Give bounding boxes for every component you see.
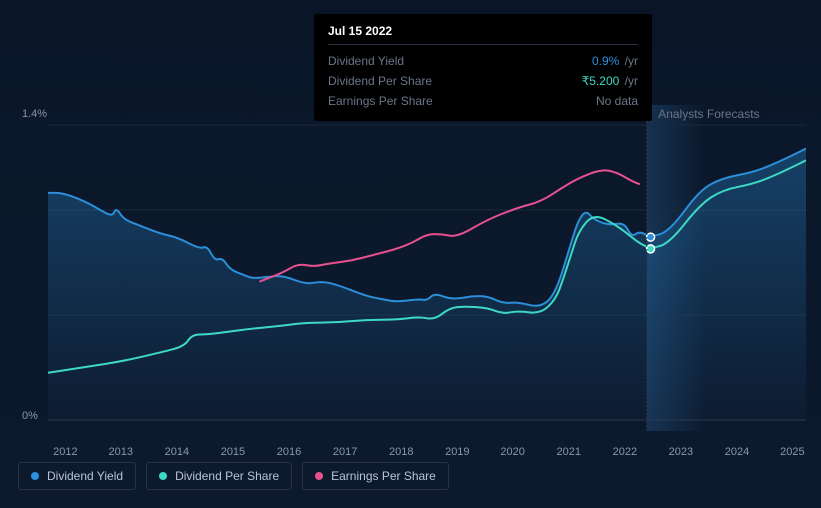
tooltip-row: Dividend Per Share ₹5.200 /yr [328, 71, 638, 91]
legend-item[interactable]: Earnings Per Share [302, 462, 449, 490]
tooltip-row-value: No data [596, 94, 638, 108]
legend-dot-icon [315, 472, 323, 480]
x-axis-label: 2017 [333, 446, 357, 458]
y-axis-label-max: 1.4% [22, 108, 47, 120]
x-axis-label: 2023 [669, 446, 693, 458]
legend-label: Dividend Per Share [175, 469, 279, 483]
tooltip-row-label: Dividend Per Share [328, 74, 432, 88]
tooltip-row-value: 0.9% /yr [592, 54, 638, 68]
x-axis-label: 2013 [109, 446, 133, 458]
tooltip-row-value: ₹5.200 /yr [582, 74, 638, 88]
x-axis-label: 2016 [277, 446, 301, 458]
tooltip-row: Dividend Yield 0.9% /yr [328, 51, 638, 71]
legend-dot-icon [159, 472, 167, 480]
x-axis-label: 2020 [500, 446, 524, 458]
chart-legend: Dividend Yield Dividend Per Share Earnings… [18, 462, 449, 490]
tooltip-row-label: Earnings Per Share [328, 94, 433, 108]
data-marker [647, 245, 655, 253]
x-axis-label: 2015 [221, 446, 245, 458]
x-axis-label: 2019 [445, 446, 469, 458]
x-axis-label: 2018 [389, 446, 413, 458]
dividend-chart-container: Jul 15 2022 Dividend Yield0.9% /yrDivide… [0, 0, 821, 508]
tooltip-row-label: Dividend Yield [328, 54, 404, 68]
legend-dot-icon [31, 472, 39, 480]
legend-label: Earnings Per Share [331, 469, 436, 483]
tooltip-row: Earnings Per Share No data [328, 91, 638, 111]
tooltip-date: Jul 15 2022 [328, 24, 638, 45]
plot-area[interactable]: Past Analysts Forecasts [48, 105, 806, 431]
forecast-label: Analysts Forecasts [658, 107, 759, 121]
x-axis-label: 2025 [780, 446, 804, 458]
tooltip-rows: Dividend Yield 0.9% /yr Dividend Per Share… [328, 51, 638, 111]
x-axis-label: 2024 [725, 446, 749, 458]
x-axis-label: 2021 [556, 446, 580, 458]
x-axis-label: 2022 [613, 446, 637, 458]
legend-item[interactable]: Dividend Per Share [146, 462, 292, 490]
chart-tooltip: Jul 15 2022 Dividend Yield0.9% /yrDivide… [314, 14, 652, 121]
chart-svg [48, 105, 806, 431]
legend-item[interactable]: Dividend Yield [18, 462, 136, 490]
x-axis-label: 2012 [53, 446, 77, 458]
legend-label: Dividend Yield [47, 469, 123, 483]
x-axis-label: 2014 [165, 446, 189, 458]
y-axis-label-min: 0% [22, 410, 38, 422]
data-marker [647, 233, 655, 241]
